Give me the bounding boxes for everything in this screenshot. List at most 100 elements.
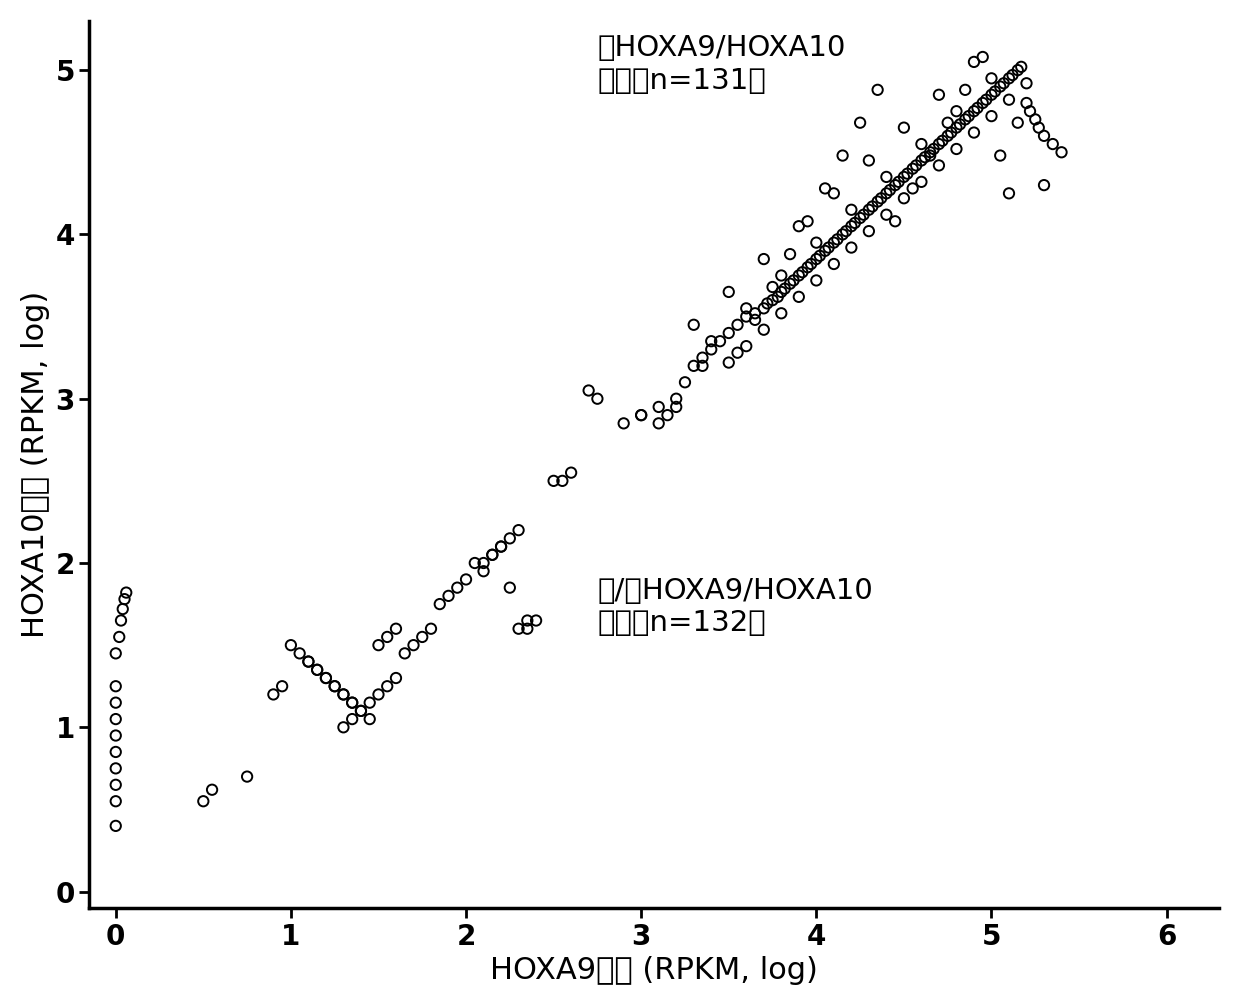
Point [806,252,826,268]
Point [868,193,888,209]
Point [745,312,765,328]
Point [386,670,405,686]
Point [737,338,756,354]
Point [929,157,949,173]
Point [789,218,808,234]
Point [456,571,476,588]
Point [768,289,787,305]
Point [872,190,892,206]
Point [360,694,379,710]
Point [543,473,563,489]
Point [474,555,494,571]
Point [906,157,926,173]
Point [422,621,441,637]
Point [784,273,804,289]
Point [946,104,966,120]
Point [517,613,537,629]
Point [973,95,993,111]
Point [193,793,213,809]
Point [105,727,125,743]
Point [482,546,502,562]
Point [946,141,966,157]
Point [105,761,125,777]
Point [342,694,362,710]
Point [368,686,388,702]
Point [806,234,826,250]
Point [105,793,125,809]
Point [780,246,800,263]
Point [924,141,944,157]
Point [877,206,897,222]
Point [202,782,222,798]
Point [430,596,450,612]
Point [737,309,756,325]
Text: 高HOXA9/HOXA10
样品（n=131）: 高HOXA9/HOXA10 样品（n=131） [598,34,846,95]
Point [763,292,782,308]
Point [797,213,817,229]
Point [903,161,923,177]
Point [737,301,756,317]
Point [894,169,914,185]
Point [818,239,838,256]
Point [693,350,713,366]
Point [500,530,520,546]
Point [868,81,888,98]
Point [334,686,353,702]
Point [885,213,905,229]
Point [290,645,310,661]
Point [771,268,791,284]
Point [963,54,983,70]
Point [666,399,686,415]
Point [833,226,853,242]
Point [792,265,812,281]
Point [815,180,835,196]
Point [754,252,774,268]
Point [377,678,397,694]
Point [109,629,129,645]
Point [880,182,900,198]
Point [967,100,987,116]
Point [112,613,131,629]
Point [780,276,800,292]
Point [911,153,931,169]
Point [911,136,931,152]
Point [915,149,935,165]
Point [649,415,668,432]
Point [1034,128,1054,144]
Point [999,185,1019,201]
Point [588,390,608,406]
Point [853,206,873,222]
Point [237,769,257,785]
Point [281,637,301,653]
Point [649,399,668,415]
Point [955,112,975,128]
Point [894,120,914,136]
Point [325,678,345,694]
Point [334,719,353,735]
Point [579,382,599,398]
Point [1052,144,1071,160]
Point [763,279,782,295]
Point [553,473,573,489]
Point [1034,177,1054,193]
Point [929,136,949,152]
Point [1012,58,1032,74]
Point [833,148,853,164]
Point [842,239,862,256]
Point [263,686,283,702]
Point [719,354,739,370]
Point [815,242,835,259]
Point [105,818,125,834]
Point [941,125,961,141]
Point [465,555,485,571]
Point [105,645,125,661]
Point [789,289,808,305]
Point [368,637,388,653]
Point [105,694,125,710]
Point [842,218,862,234]
Point [1025,112,1045,128]
Point [114,592,134,608]
Point [508,522,528,538]
Point [859,202,879,218]
Point [1008,115,1028,131]
